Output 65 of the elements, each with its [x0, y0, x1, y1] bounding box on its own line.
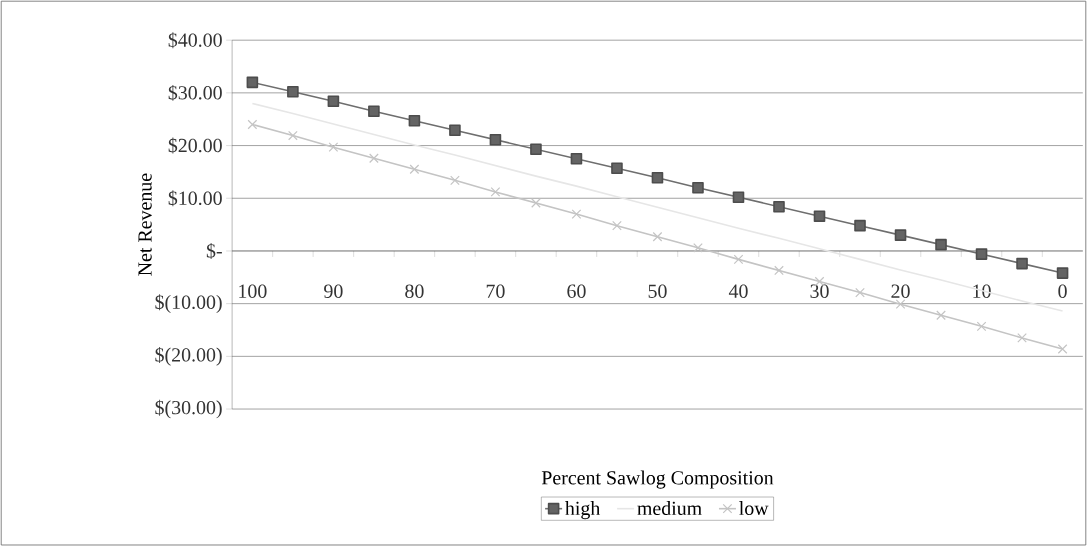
y-tick-label: $- [206, 242, 222, 259]
point [1016, 257, 1028, 270]
point [855, 287, 865, 298]
point [288, 130, 298, 141]
point [246, 76, 259, 89]
point [774, 265, 784, 276]
point [328, 142, 339, 152]
point [1057, 344, 1068, 354]
point [935, 238, 947, 251]
y-tick-label: $20.00 [168, 137, 222, 154]
point [449, 124, 461, 136]
point [571, 209, 582, 219]
point [936, 310, 946, 320]
x-tick-label: 100 [239, 284, 267, 298]
point [530, 143, 542, 155]
y-tick-label: $(10.00) [155, 294, 222, 313]
x-tick-label: 40 [728, 284, 748, 298]
x-tick-label: 70 [486, 284, 505, 298]
point [611, 162, 623, 174]
x-tick-label: 20 [891, 284, 910, 298]
point [408, 114, 421, 127]
x-tick-label: 80 [405, 284, 424, 298]
point [570, 152, 583, 165]
point [489, 133, 502, 146]
point [693, 242, 703, 253]
x-axis-title: Percent Sawlog Composition [541, 470, 774, 489]
x-tick-label: 60 [567, 284, 586, 298]
x-tick-label: 30 [810, 284, 829, 298]
point [369, 153, 379, 163]
point [813, 210, 826, 222]
y-tick-label: $40.00 [168, 32, 222, 49]
point [651, 171, 664, 184]
y-tick-label: $30.00 [168, 84, 222, 101]
x-tick-label: 0 [1058, 284, 1067, 298]
legend-label: high [565, 500, 601, 520]
point [894, 229, 907, 241]
y-axis-title: Net Revenue [138, 173, 152, 276]
point [1017, 332, 1027, 343]
y-tick-label: $10.00 [168, 190, 222, 207]
point [327, 95, 340, 108]
point [247, 119, 258, 130]
point [895, 299, 906, 309]
point [1056, 267, 1069, 279]
x-tick-label: 10 [973, 284, 991, 298]
point [976, 321, 987, 332]
point [652, 231, 663, 242]
point [490, 187, 501, 197]
point [409, 164, 420, 175]
y-tick-label: $(20.00) [155, 346, 222, 366]
point [692, 181, 704, 194]
point [450, 175, 460, 186]
point [531, 198, 541, 208]
point [975, 248, 988, 260]
point [368, 105, 380, 118]
y-tick-label: $(30.00) [155, 399, 222, 419]
legend-label: medium [637, 500, 702, 515]
legend-label: low [739, 500, 769, 515]
point [732, 191, 745, 203]
point [612, 220, 622, 231]
point [733, 254, 744, 265]
point [773, 200, 785, 213]
x-tick-label: 90 [324, 284, 343, 298]
x-tick-label: 50 [648, 284, 667, 298]
point [287, 85, 299, 98]
point [854, 219, 866, 232]
